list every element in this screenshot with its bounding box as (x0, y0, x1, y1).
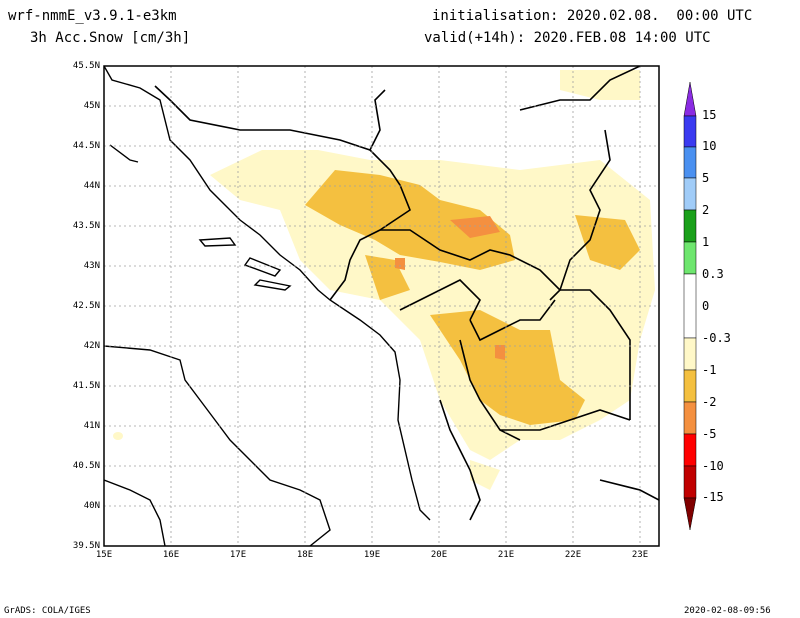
island-4 (109, 144, 139, 163)
coastlines (104, 66, 431, 546)
lat-label-44: 44N (83, 181, 100, 191)
colorbar (683, 81, 697, 531)
colorbar-label-0: 0 (702, 299, 710, 313)
colorbar-label-1: 1 (702, 235, 710, 249)
lat-label-42: 42N (83, 341, 100, 351)
snow-area-medium-central (305, 170, 515, 270)
footer-timestamp: 2020-02-08-09:56 (684, 606, 771, 616)
colorbar-seg-m5 (683, 433, 697, 467)
border-kosovo (469, 299, 556, 342)
lon-label-20: 20E (430, 550, 448, 560)
colorbar-seg-15 (683, 115, 697, 148)
colorbar-label-0-3: 0.3 (702, 267, 724, 281)
colorbar-label-m1: -1 (702, 363, 717, 377)
snow-area-heavy-1 (450, 216, 500, 238)
lat-label-44-5: 44.5N (72, 141, 100, 151)
lat-label-42-5: 42.5N (72, 301, 100, 311)
lon-label-21: 21E (497, 550, 515, 560)
lat-label-41: 41N (83, 421, 100, 431)
lon-label-16: 16E (162, 550, 180, 560)
island-3 (253, 279, 292, 291)
lat-label-45: 45N (83, 101, 100, 111)
field-title: 3h Acc.Snow [cm/3h] (30, 30, 191, 46)
footer-credit: GrADS: COLA/IGES (4, 606, 91, 616)
lon-label-15: 15E (95, 550, 113, 560)
snow-area-medium-west (365, 255, 410, 300)
graticule (104, 66, 659, 546)
island-2 (243, 257, 282, 277)
colorbar-seg-1 (683, 241, 697, 275)
lat-label-41-5: 41.5N (72, 381, 100, 391)
border-albania-macedonia (459, 339, 521, 441)
colorbar-label-5: 5 (702, 171, 710, 185)
colorbar-seg-03 (683, 273, 697, 339)
colorbar-label-10: 10 (702, 139, 717, 153)
snow-area-light-spot (113, 432, 123, 440)
colorbar-label-m5: -5 (702, 427, 717, 441)
border-macedonia-greece (500, 409, 631, 431)
colorbar-top-arrow (683, 81, 697, 117)
colorbar-seg-m1 (683, 369, 697, 403)
colorbar-seg-2 (683, 209, 697, 243)
snow-field (104, 66, 659, 546)
colorbar-label-m0-3: -0.3 (702, 331, 731, 345)
border-serbia-bulgaria (559, 129, 611, 291)
island-1 (198, 237, 237, 247)
colorbar-seg-m10 (683, 465, 697, 499)
lat-label-40: 40N (83, 501, 100, 511)
colorbar-label-15: 15 (702, 108, 717, 122)
italy-coast (104, 345, 331, 546)
colorbar-seg-m03 (683, 337, 697, 371)
lon-label-23: 23E (631, 550, 649, 560)
border-turkey-greece (599, 479, 659, 501)
colorbar-seg-5 (683, 177, 697, 211)
snow-area-heavy-2 (495, 345, 505, 360)
lon-label-18: 18E (296, 550, 314, 560)
colorbar-label-m10: -10 (702, 459, 724, 473)
lon-label-22: 22E (564, 550, 582, 560)
snow-area-medium-south (430, 310, 585, 425)
lat-label-40-5: 40.5N (72, 461, 100, 471)
colorbar-label-m2: -2 (702, 395, 717, 409)
colorbar-seg-10 (683, 146, 697, 179)
snow-area-light-south (470, 460, 500, 490)
lat-label-43: 43N (83, 261, 100, 271)
italy-heel (104, 479, 166, 546)
lat-label-45-5: 45.5N (72, 61, 100, 71)
lon-label-19: 19E (363, 550, 381, 560)
snow-area-medium-east (575, 215, 640, 270)
country-borders (154, 66, 659, 521)
lat-label-43-5: 43.5N (72, 221, 100, 231)
snow-area-heavy-3 (395, 258, 405, 270)
map-frame (103, 65, 660, 547)
border-montenegro-albania (399, 279, 481, 321)
lat-label-39-5: 39.5N (72, 541, 100, 551)
border-serbia-montenegro (380, 229, 562, 301)
border-croatia-bosnia (154, 85, 386, 151)
border-north-east (519, 66, 641, 111)
init-time: initialisation: 2020.02.08. 00:00 UTC (432, 8, 753, 24)
border-macedonia-bulgaria (560, 289, 631, 420)
model-title: wrf-nmmE_v3.9.1-e3km (8, 8, 177, 24)
colorbar-label-m15: -15 (702, 490, 724, 504)
colorbar-label-2: 2 (702, 203, 710, 217)
valid-time: valid(+14h): 2020.FEB.08 14:00 UTC (424, 30, 711, 46)
lon-label-17: 17E (229, 550, 247, 560)
adriatic-east-coast (104, 66, 431, 521)
colorbar-seg-m2 (683, 401, 697, 435)
snow-area-light-east (560, 70, 640, 100)
border-greece-albania (439, 399, 481, 521)
colorbar-bottom-arrow (683, 497, 697, 531)
